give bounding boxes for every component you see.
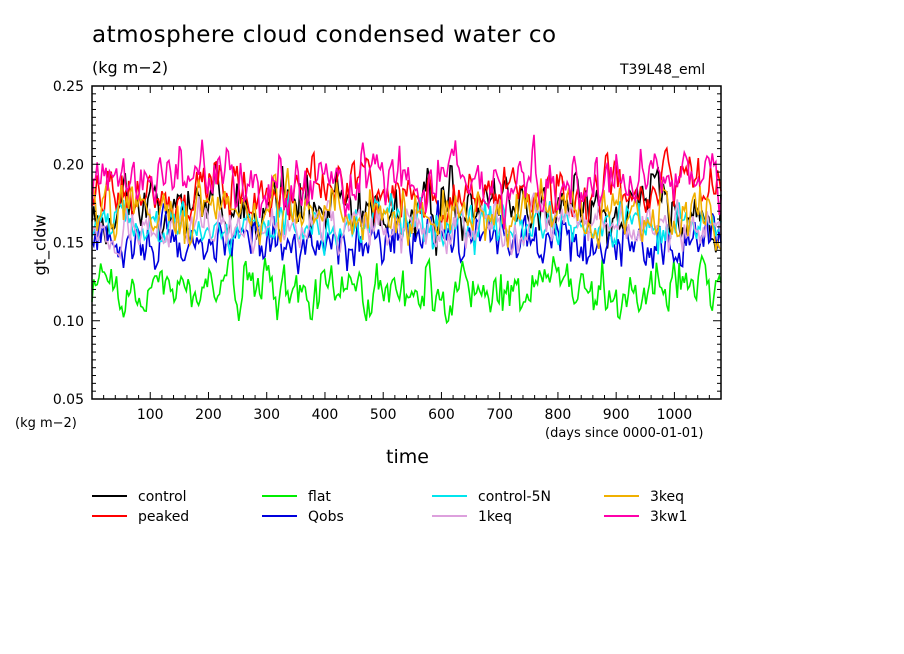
y-tick-label: 0.05 — [53, 392, 84, 408]
x-tick-label: 400 — [312, 407, 339, 423]
x-tick-label: 900 — [603, 407, 630, 423]
x-tick-label: 300 — [253, 407, 280, 423]
y-axis-units: (kg m−2) — [15, 416, 77, 431]
x-axis-label: time — [386, 446, 429, 468]
chart-title: atmosphere cloud condensed water co — [92, 22, 557, 48]
legend-label-flat: flat — [308, 489, 331, 505]
legend-label-3keq: 3keq — [650, 489, 684, 505]
chart-units: (kg m−2) — [92, 58, 169, 77]
x-tick-label: 600 — [428, 407, 455, 423]
x-axis-units: (days since 0000-01-01) — [545, 426, 704, 441]
series-line-3keq — [91, 168, 722, 251]
y-tick-label: 0.15 — [53, 236, 84, 252]
x-tick-label: 1000 — [657, 407, 693, 423]
legend-label-1keq: 1keq — [478, 509, 512, 525]
plot-frame — [91, 85, 722, 400]
legend-label-peaked: peaked — [138, 509, 189, 525]
legend-label-control-5N: control-5N — [478, 489, 551, 505]
x-tick-label: 500 — [370, 407, 397, 423]
series-layer — [91, 134, 722, 325]
series-line-flat — [91, 247, 722, 325]
legend-label-control: control — [138, 489, 187, 505]
legend: control peaked flat Qobs control-5N 1keq 3keq 3… — [92, 489, 687, 525]
y-tick-label: 0.10 — [53, 314, 84, 330]
legend-label-Qobs: Qobs — [308, 509, 344, 525]
x-tick-label: 100 — [137, 407, 164, 423]
y-tick-label: 0.20 — [53, 157, 84, 173]
x-tick-label: 800 — [545, 407, 572, 423]
run-name: T39L48_eml — [620, 62, 706, 78]
legend-label-3kw1: 3kw1 — [650, 509, 687, 525]
series-line-3kw1 — [91, 134, 722, 230]
y-tick-label: 0.25 — [53, 79, 84, 95]
x-tick-label: 700 — [486, 407, 513, 423]
series-line-1keq — [91, 192, 722, 260]
x-tick-label: 200 — [195, 407, 222, 423]
ticks-layer: 100 200 300 400 500 600 700 800 900 1000 0.05 0.10 0… — [53, 79, 721, 423]
